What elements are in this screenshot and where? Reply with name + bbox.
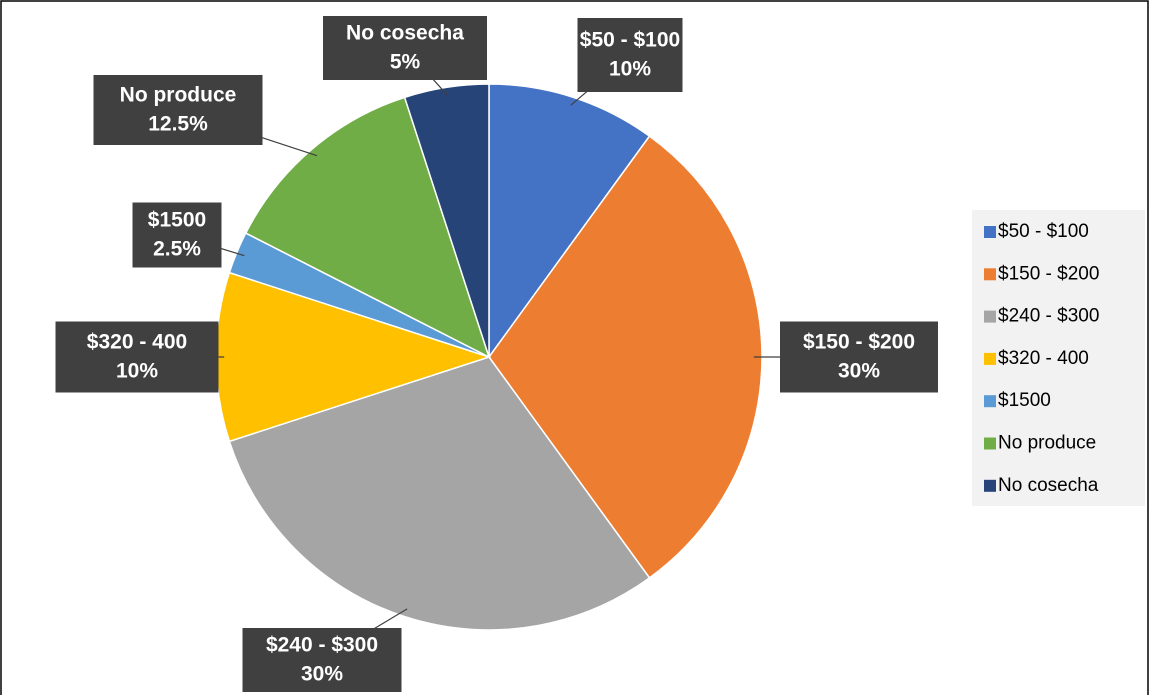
label-value: 30% bbox=[301, 663, 343, 686]
label-box bbox=[132, 202, 222, 268]
legend-label: $1500 bbox=[998, 390, 1051, 411]
label-value: 10% bbox=[609, 58, 651, 81]
label-category: $320 - 400 bbox=[87, 331, 187, 354]
legend-box bbox=[972, 210, 1145, 506]
pie-slice bbox=[228, 356, 651, 631]
legend-swatch bbox=[984, 310, 996, 323]
legend: $50 - $100 $150 - $200 $240 - $300 $320 - 4… bbox=[984, 221, 1099, 496]
label-box bbox=[577, 18, 683, 92]
label-category: $150 - $200 bbox=[803, 331, 915, 354]
legend-swatch bbox=[984, 479, 996, 492]
label-value: 10% bbox=[116, 360, 158, 383]
label-category: $50 - $100 bbox=[580, 29, 680, 52]
label-box bbox=[323, 16, 487, 80]
label-category: $1500 bbox=[148, 209, 206, 232]
legend-swatch bbox=[984, 226, 996, 238]
legend-label: No produce bbox=[998, 433, 1096, 454]
legend-swatch bbox=[984, 395, 996, 408]
label-box bbox=[242, 628, 402, 692]
label-value: 12.5% bbox=[148, 113, 208, 136]
label-box bbox=[55, 321, 219, 393]
data-labels: $50 - $100 10% $150 - $200 30% $240 - $300 30… bbox=[55, 16, 938, 692]
label-box bbox=[93, 75, 263, 145]
label-category: No cosecha bbox=[346, 22, 464, 45]
label-box bbox=[780, 321, 938, 393]
label-value: 2.5% bbox=[153, 238, 201, 261]
legend-swatch bbox=[984, 352, 996, 365]
pie-slice bbox=[244, 96, 491, 359]
label-category: No produce bbox=[120, 84, 237, 107]
pie-slice bbox=[488, 83, 651, 360]
legend-label: $240 - $300 bbox=[998, 306, 1099, 327]
pie bbox=[215, 83, 763, 631]
legend-label: $150 - $200 bbox=[998, 263, 1099, 284]
legend-label: No cosecha bbox=[998, 475, 1099, 496]
label-value: 5% bbox=[390, 51, 421, 74]
label-value: 30% bbox=[838, 360, 880, 383]
legend-label: $50 - $100 bbox=[998, 221, 1089, 242]
legend-swatch bbox=[984, 437, 996, 450]
legend-swatch bbox=[984, 268, 996, 281]
label-category: $240 - $300 bbox=[266, 634, 378, 657]
legend-label: $320 - 400 bbox=[998, 348, 1089, 369]
pie-slice bbox=[403, 83, 490, 358]
